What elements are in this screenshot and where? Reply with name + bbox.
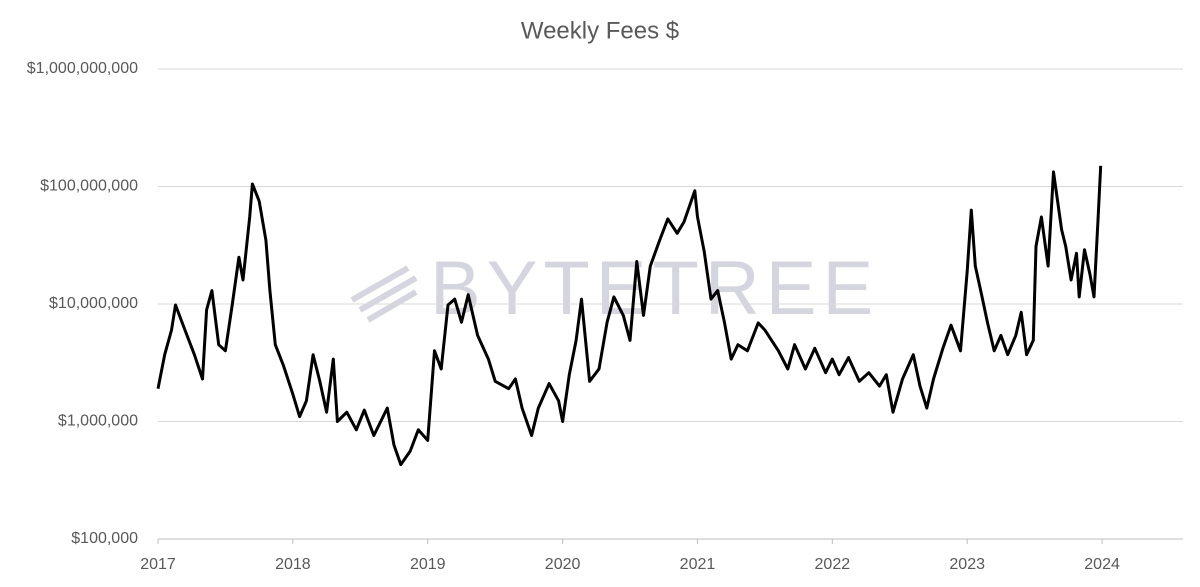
x-tick-label: 2020 [545, 556, 581, 573]
x-tick-label: 2019 [410, 556, 446, 573]
x-tick-label: 2024 [1084, 556, 1120, 573]
x-tick-label: 2023 [949, 556, 985, 573]
x-tick-label: 2021 [680, 556, 716, 573]
y-tick-label: $100,000 [71, 530, 138, 547]
watermark-group: BYTETREE [350, 246, 879, 331]
x-tick-label: 2017 [140, 556, 176, 573]
line-series [156, 165, 1103, 467]
y-tick-label: $1,000,000,000 [27, 60, 138, 77]
watermark: BYTETREE [430, 246, 879, 331]
x-tick-label: 2018 [275, 556, 311, 573]
x-tick-label: 2022 [815, 556, 851, 573]
watermark-logo [350, 265, 418, 323]
y-tick-label: $100,000,000 [40, 178, 138, 195]
y-tick-label: $10,000,000 [49, 295, 138, 312]
chart-title: Weekly Fees $ [521, 17, 679, 44]
y-tick-label: $1,000,000 [58, 413, 138, 430]
